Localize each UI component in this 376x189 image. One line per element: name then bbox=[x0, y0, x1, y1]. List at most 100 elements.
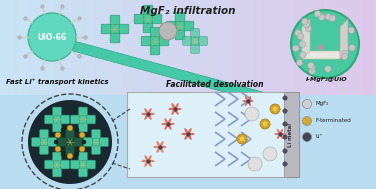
FancyBboxPatch shape bbox=[175, 21, 185, 31]
Circle shape bbox=[245, 107, 259, 121]
Ellipse shape bbox=[160, 146, 167, 148]
Ellipse shape bbox=[280, 134, 283, 139]
Circle shape bbox=[248, 157, 262, 171]
Text: I-MgF₂@UiO: I-MgF₂@UiO bbox=[306, 77, 348, 82]
Circle shape bbox=[82, 140, 86, 144]
Circle shape bbox=[79, 132, 85, 138]
Ellipse shape bbox=[161, 123, 168, 125]
FancyBboxPatch shape bbox=[53, 168, 61, 177]
FancyBboxPatch shape bbox=[53, 115, 61, 124]
Circle shape bbox=[309, 68, 315, 74]
FancyBboxPatch shape bbox=[53, 107, 61, 116]
Circle shape bbox=[348, 27, 355, 33]
FancyBboxPatch shape bbox=[199, 37, 208, 45]
FancyBboxPatch shape bbox=[143, 5, 153, 15]
Circle shape bbox=[319, 14, 325, 20]
FancyBboxPatch shape bbox=[159, 36, 169, 46]
Circle shape bbox=[28, 100, 112, 184]
Ellipse shape bbox=[160, 141, 164, 147]
Text: Fast Li⁺ transport kinetics: Fast Li⁺ transport kinetics bbox=[6, 79, 109, 85]
FancyBboxPatch shape bbox=[143, 14, 153, 24]
Circle shape bbox=[303, 22, 309, 28]
Text: MgF₂ infiltration: MgF₂ infiltration bbox=[140, 6, 236, 16]
Ellipse shape bbox=[245, 101, 248, 106]
Circle shape bbox=[283, 149, 287, 153]
Circle shape bbox=[314, 11, 321, 17]
FancyBboxPatch shape bbox=[39, 130, 49, 138]
FancyBboxPatch shape bbox=[86, 160, 96, 169]
Ellipse shape bbox=[148, 155, 152, 161]
Circle shape bbox=[55, 132, 61, 138]
Circle shape bbox=[303, 132, 311, 142]
FancyBboxPatch shape bbox=[150, 36, 160, 46]
Ellipse shape bbox=[188, 133, 195, 135]
FancyBboxPatch shape bbox=[39, 146, 49, 154]
Circle shape bbox=[283, 109, 287, 113]
FancyBboxPatch shape bbox=[191, 45, 199, 53]
Ellipse shape bbox=[248, 100, 254, 102]
Circle shape bbox=[300, 52, 306, 58]
Ellipse shape bbox=[188, 128, 192, 134]
FancyBboxPatch shape bbox=[191, 29, 199, 37]
FancyBboxPatch shape bbox=[53, 123, 61, 132]
Ellipse shape bbox=[148, 108, 152, 114]
FancyBboxPatch shape bbox=[45, 160, 53, 169]
Ellipse shape bbox=[160, 147, 164, 153]
FancyBboxPatch shape bbox=[61, 115, 70, 124]
Ellipse shape bbox=[277, 134, 280, 139]
Ellipse shape bbox=[168, 118, 172, 124]
Circle shape bbox=[270, 104, 280, 114]
FancyBboxPatch shape bbox=[61, 160, 70, 169]
FancyBboxPatch shape bbox=[71, 115, 79, 124]
FancyBboxPatch shape bbox=[175, 30, 185, 40]
Circle shape bbox=[329, 15, 336, 21]
FancyBboxPatch shape bbox=[100, 138, 108, 146]
FancyBboxPatch shape bbox=[86, 115, 96, 124]
Ellipse shape bbox=[168, 123, 174, 125]
Ellipse shape bbox=[171, 103, 175, 109]
Circle shape bbox=[349, 45, 355, 51]
Circle shape bbox=[67, 125, 73, 131]
Ellipse shape bbox=[188, 134, 192, 140]
FancyBboxPatch shape bbox=[79, 168, 87, 177]
Circle shape bbox=[283, 135, 287, 139]
Ellipse shape bbox=[248, 101, 251, 106]
Ellipse shape bbox=[144, 108, 148, 114]
Circle shape bbox=[55, 146, 61, 152]
FancyBboxPatch shape bbox=[110, 33, 120, 43]
Circle shape bbox=[75, 128, 79, 132]
FancyBboxPatch shape bbox=[58, 138, 67, 146]
Circle shape bbox=[260, 119, 270, 129]
FancyBboxPatch shape bbox=[175, 12, 185, 22]
Circle shape bbox=[79, 146, 85, 152]
Circle shape bbox=[240, 136, 244, 142]
Circle shape bbox=[54, 140, 58, 144]
FancyBboxPatch shape bbox=[152, 14, 162, 24]
Ellipse shape bbox=[149, 113, 155, 115]
FancyBboxPatch shape bbox=[143, 23, 153, 33]
Circle shape bbox=[291, 10, 359, 78]
Ellipse shape bbox=[280, 129, 283, 134]
Ellipse shape bbox=[274, 133, 280, 135]
FancyBboxPatch shape bbox=[284, 92, 299, 177]
Ellipse shape bbox=[164, 118, 168, 124]
Ellipse shape bbox=[277, 129, 280, 134]
Ellipse shape bbox=[280, 133, 286, 135]
FancyBboxPatch shape bbox=[71, 160, 79, 169]
FancyBboxPatch shape bbox=[65, 146, 74, 154]
Ellipse shape bbox=[184, 134, 188, 140]
FancyBboxPatch shape bbox=[79, 107, 87, 116]
Ellipse shape bbox=[175, 108, 182, 110]
FancyBboxPatch shape bbox=[191, 37, 199, 45]
FancyBboxPatch shape bbox=[166, 21, 176, 31]
Ellipse shape bbox=[175, 109, 179, 115]
Circle shape bbox=[273, 106, 277, 112]
Circle shape bbox=[341, 53, 348, 60]
Ellipse shape bbox=[156, 141, 160, 147]
FancyBboxPatch shape bbox=[183, 37, 191, 45]
Ellipse shape bbox=[148, 161, 152, 167]
FancyBboxPatch shape bbox=[134, 14, 144, 24]
Ellipse shape bbox=[149, 160, 155, 162]
FancyBboxPatch shape bbox=[150, 27, 160, 37]
Circle shape bbox=[325, 14, 332, 20]
